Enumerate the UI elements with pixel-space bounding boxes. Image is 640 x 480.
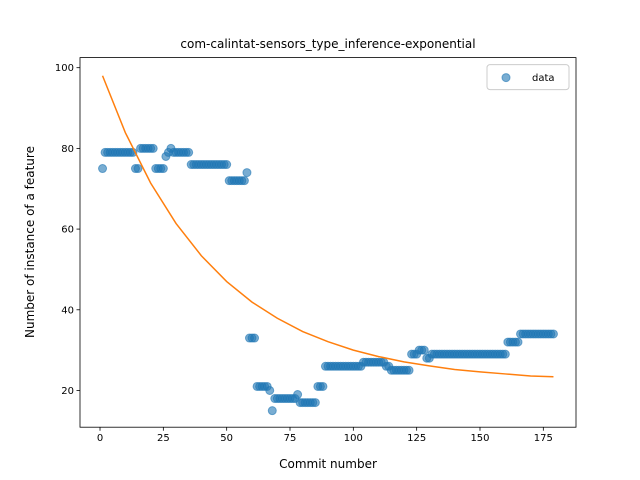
x-tick-label: 150 [470, 433, 489, 444]
data-point [267, 406, 277, 416]
y-tick-label: 20 [61, 386, 74, 397]
data-point [513, 337, 523, 347]
data-point [548, 329, 558, 339]
data-point [419, 345, 429, 355]
x-tick-label: 75 [284, 433, 297, 444]
x-axis-label: Commit number [279, 457, 377, 471]
y-tick-label: 60 [61, 225, 74, 236]
x-tick-label: 100 [344, 433, 363, 444]
y-tick-label: 100 [55, 63, 74, 74]
axes-frame [79, 57, 577, 428]
data-point [293, 390, 303, 400]
legend-marker [501, 73, 511, 83]
chart-title: com-calintat-sensors_type_inference-expo… [180, 37, 475, 51]
x-tick-label: 50 [220, 433, 233, 444]
x-tick-label: 125 [407, 433, 426, 444]
data-point [250, 333, 260, 343]
data-point [148, 143, 158, 153]
legend-label: data [532, 73, 555, 84]
y-tick-label: 80 [61, 144, 74, 155]
data-point [318, 381, 328, 391]
x-tick-label: 175 [534, 433, 553, 444]
data-point [310, 398, 320, 408]
x-tick-label: 0 [97, 433, 103, 444]
legend [486, 64, 570, 91]
data-point [265, 385, 275, 395]
data-point [242, 168, 252, 178]
y-tick-label: 40 [61, 305, 74, 316]
y-axis-label: Number of instance of a feature [23, 146, 37, 338]
data-point [98, 164, 108, 174]
data-point [222, 160, 232, 170]
fit-line [101, 75, 554, 378]
data-point [184, 147, 194, 157]
x-tick-label: 25 [157, 433, 170, 444]
data-point [404, 365, 414, 375]
data-point [500, 349, 510, 359]
data-point [239, 176, 249, 186]
data-point [133, 164, 143, 174]
data-point [158, 164, 168, 174]
